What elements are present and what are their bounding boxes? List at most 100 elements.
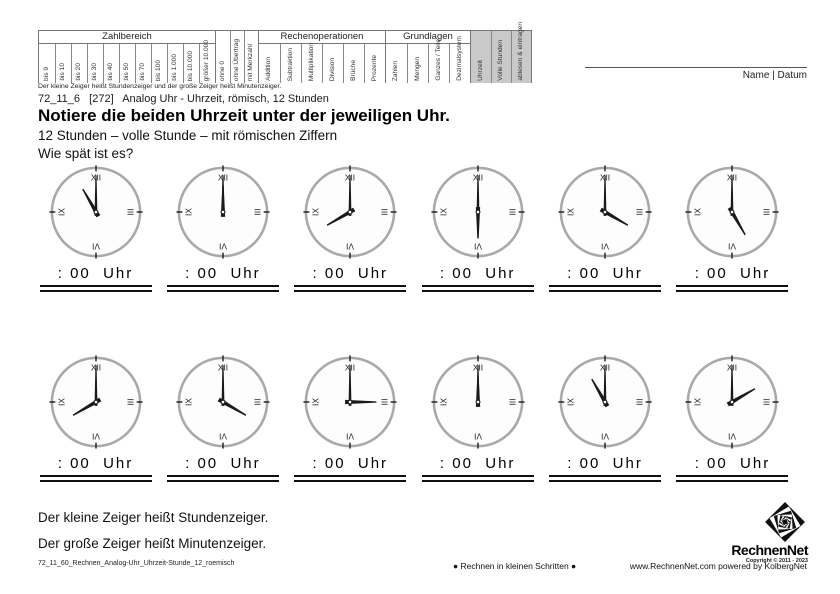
answer-line xyxy=(676,479,789,482)
minute-hand xyxy=(476,365,480,406)
numeral-9: IX xyxy=(438,398,448,406)
numeral-9: IX xyxy=(566,398,576,406)
clock-center-dot xyxy=(347,209,353,215)
skill-column-label: bis 30 xyxy=(91,63,99,81)
clock-11-00: XIIIIIVIIX: 00 Uhr xyxy=(546,353,665,482)
numeral-3: III xyxy=(252,399,262,406)
footer-note-minute-hand: Der große Zeiger heißt Minutenzeiger. xyxy=(38,536,267,551)
skill-column-label: bis 40 xyxy=(107,63,115,81)
answer-label: : 00 Uhr xyxy=(57,265,134,282)
answer-line xyxy=(39,475,152,477)
numeral-6: VI xyxy=(92,431,100,441)
answer-line xyxy=(421,285,534,287)
clock-face: XIIIIIVIIX xyxy=(176,165,270,259)
skill-column-label: Subtraktion xyxy=(286,47,294,81)
skill-column-label: bis 1.000 xyxy=(171,54,179,81)
answer-label: : 00 Uhr xyxy=(312,455,389,472)
answer-line xyxy=(39,479,152,482)
numeral-3: III xyxy=(125,209,135,216)
numeral-6: VI xyxy=(92,241,100,251)
answer-line xyxy=(166,289,279,292)
clock-face: XIIIIIVIIX xyxy=(303,165,397,259)
numeral-9: IX xyxy=(693,208,703,216)
clock-11-00: XIIIIIVIIX: 00 Uhr xyxy=(36,163,155,292)
answer-line xyxy=(549,285,662,287)
skill-column: bis 20 xyxy=(71,44,87,83)
skill-column: bis 30 xyxy=(87,44,103,83)
answer-label: : 00 Uhr xyxy=(567,455,643,472)
numeral-9: IX xyxy=(693,398,703,406)
minute-hand xyxy=(476,175,480,216)
answer-label: : 00 Uhr xyxy=(694,265,771,282)
skill-column: Subtraktion xyxy=(280,44,301,83)
clock-center-dot xyxy=(93,209,98,215)
minute-hand xyxy=(221,365,225,406)
skill-column: ablesen & eintragen xyxy=(511,22,531,83)
clock-face: XIIIIIVIIX xyxy=(558,165,652,259)
numeral-3: III xyxy=(252,209,262,216)
numeral-6: VI xyxy=(729,241,737,251)
answer-line xyxy=(166,475,279,477)
skill-column-label: bis 20 xyxy=(75,63,83,81)
answer-line xyxy=(294,475,407,477)
answer-line xyxy=(294,289,407,292)
numeral-3: III xyxy=(762,209,772,216)
numeral-9: IX xyxy=(438,208,448,216)
numeral-6: VI xyxy=(729,431,737,441)
answer-label: : 00 Uhr xyxy=(567,265,643,282)
skills-group-4: Uhrzeit Volle Stunden ablesen & eintragen xyxy=(470,22,531,83)
skill-column-label: Addition xyxy=(265,57,273,81)
skill-column-label: ablesen & eintragen xyxy=(517,22,525,81)
skill-column-label: Brüche xyxy=(349,60,357,81)
skill-column-label: größer 10.000 xyxy=(203,39,211,81)
numeral-6: VI xyxy=(601,431,609,441)
page-title: Notiere die beiden Uhrzeit unter der jew… xyxy=(38,106,450,125)
answer-label: : 00 Uhr xyxy=(439,455,516,472)
numeral-3: III xyxy=(507,399,517,406)
answer-line xyxy=(294,479,407,482)
skill-column: Volle Stunden xyxy=(491,31,511,83)
skill-column: bis 70 xyxy=(135,44,151,83)
skill-column-label: Prozente xyxy=(370,54,378,81)
answer-line xyxy=(676,285,789,287)
minute-hand xyxy=(348,175,352,216)
footer-note-hour-hand: Der kleine Zeiger heißt Stundenzeiger. xyxy=(38,510,269,525)
clock-12-00: XIIIIIVIIX: 00 Uhr xyxy=(163,163,282,292)
clock-6-00: XIIIIIVIIX: 00 Uhr xyxy=(418,163,537,292)
clock-face: XIIIIIVIIX xyxy=(431,355,525,449)
answer-line xyxy=(166,479,279,482)
footer-slogan: ● Rechnen in kleinen Schritten ● xyxy=(453,561,577,571)
numeral-6: VI xyxy=(346,431,354,441)
skill-column-label: Ganzes / Teile xyxy=(434,39,442,81)
minute-hand xyxy=(603,175,607,216)
skills-group-title: Zahlbereich xyxy=(39,31,215,44)
clock-5-00: XIIIIIVIIX: 00 Uhr xyxy=(673,163,792,292)
answer-label: : 00 Uhr xyxy=(57,455,134,472)
skill-column-label: bis 9 xyxy=(42,67,50,81)
skill-column: bis 50 xyxy=(119,44,135,83)
answer-line xyxy=(421,289,534,292)
question-text: Wie spät ist es? xyxy=(38,146,134,161)
skill-column-label: bis 70 xyxy=(139,63,147,81)
answer-line xyxy=(549,475,662,477)
skill-column: größer 10.000 xyxy=(199,40,215,83)
skill-column: Uhrzeit xyxy=(471,31,491,83)
name-date-label: Name | Datum xyxy=(742,70,807,81)
clock-center-dot xyxy=(93,399,98,405)
minute-hand xyxy=(221,175,225,216)
skill-column-label: ohne Übertrag xyxy=(233,38,241,81)
header-note: Der kleine Zeiger heißt Stundenzeiger un… xyxy=(38,83,282,90)
skills-group-title: Grundlagen xyxy=(386,31,470,44)
skill-column-label: Mengen xyxy=(413,57,421,81)
answer-line xyxy=(421,479,534,482)
numeral-3: III xyxy=(125,399,135,406)
clock-face: XIIIIIVIIX xyxy=(685,165,780,259)
skill-column-label: Dezimalsystem xyxy=(455,36,463,81)
worksheet-file-id: 72_11_60_Rechnen_Analog-Uhr_Uhrzeit-Stun… xyxy=(38,560,235,567)
clock-face: XIIIIIVIIX xyxy=(48,355,143,449)
skills-group-rechenoperationen: Rechenoperationen Addition Subtraktion Mult… xyxy=(258,31,385,83)
answer-line xyxy=(39,289,152,292)
clock-face: XIIIIIVIIX xyxy=(303,355,397,449)
numeral-9: IX xyxy=(184,398,194,406)
clock-center-dot xyxy=(730,399,735,405)
